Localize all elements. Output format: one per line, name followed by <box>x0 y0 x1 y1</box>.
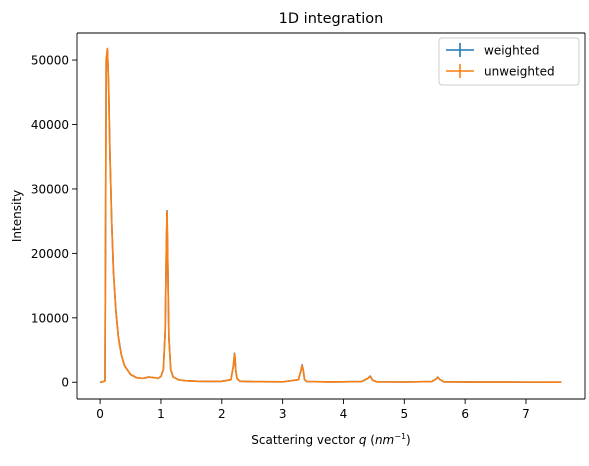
x-tick-label: 4 <box>340 407 348 421</box>
x-tick-label: 2 <box>218 407 226 421</box>
x-axis-label-unit-base: nm <box>375 433 394 447</box>
axes-spines <box>76 32 586 400</box>
x-tick-label: 1 <box>157 407 165 421</box>
y-tick-label: 20000 <box>31 247 69 261</box>
x-tick-label: 0 <box>96 407 104 421</box>
legend: weighted unweighted <box>438 37 580 86</box>
y-tick-label: 10000 <box>31 311 69 325</box>
y-tick-label: 50000 <box>31 54 69 68</box>
x-tick-label: 7 <box>522 407 530 421</box>
chart-title: 1D integration <box>279 11 384 27</box>
y-axis-ticks: 0 10000 20000 30000 40000 50000 <box>31 54 77 390</box>
y-axis-label: Intensity <box>10 190 24 242</box>
x-tick-label: 5 <box>400 407 408 421</box>
y-tick-label: 0 <box>61 376 69 390</box>
y-tick-label: 40000 <box>31 118 69 132</box>
x-axis-label-unit-close: ) <box>406 433 411 447</box>
series-line-unweighted <box>99 47 562 384</box>
x-tick-label: 6 <box>461 407 469 421</box>
x-axis-label-unit-open: ( <box>366 433 375 447</box>
y-tick-label: 30000 <box>31 182 69 196</box>
x-axis-label-main: Scattering vector <box>251 433 359 447</box>
x-axis-label-unit-exp: −1 <box>394 432 406 441</box>
legend-label-unweighted: unweighted <box>484 65 555 79</box>
plot-area <box>77 33 585 399</box>
x-tick-label: 3 <box>279 407 287 421</box>
series-group <box>99 47 562 384</box>
legend-label-weighted: weighted <box>484 44 539 58</box>
x-axis-label: Scattering vector q (nm−1) <box>251 432 410 447</box>
x-axis-label-var: q <box>359 433 367 447</box>
x-axis-ticks: 0 1 2 3 4 5 6 7 <box>96 399 530 421</box>
